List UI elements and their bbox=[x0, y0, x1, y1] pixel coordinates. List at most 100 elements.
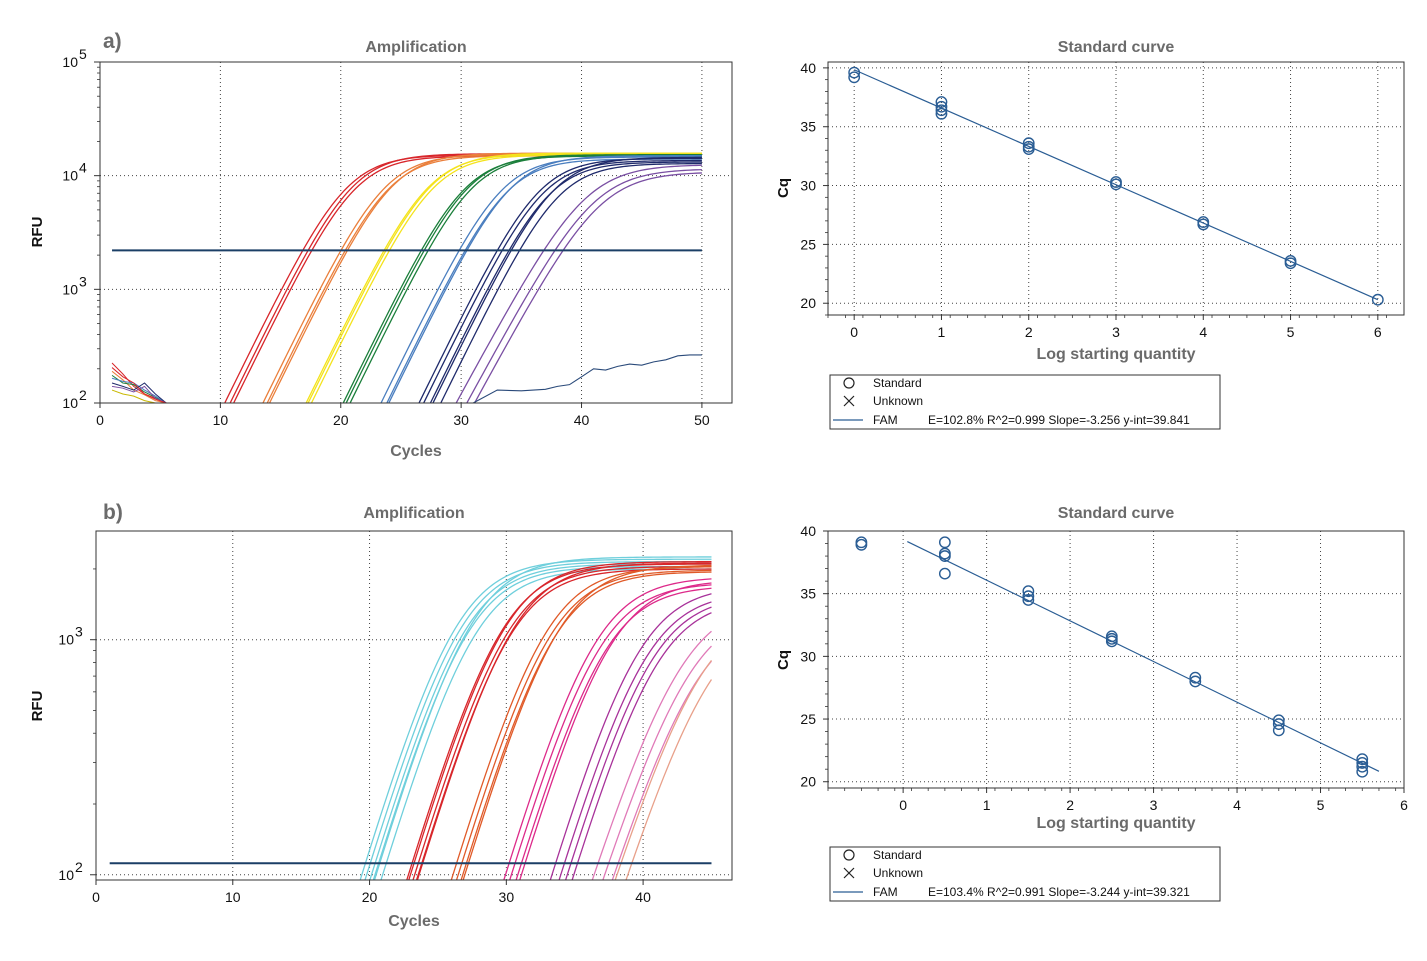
legend-box bbox=[829, 374, 1221, 430]
amplification-curve bbox=[364, 560, 712, 880]
a-amp-curves bbox=[111, 152, 702, 403]
standard-point bbox=[1110, 178, 1122, 191]
y-tick-label: 35 bbox=[800, 119, 816, 135]
x-tick-label: 6 bbox=[1374, 324, 1382, 340]
standard-point bbox=[855, 536, 868, 549]
standard-point bbox=[1197, 218, 1210, 231]
y-tick-label: 25 bbox=[800, 236, 816, 252]
standard-point bbox=[1272, 718, 1285, 730]
standard-point bbox=[935, 107, 948, 120]
a-std-legend: Standard Unknown FAM E=102.8% R^2=0.999 Slo… bbox=[829, 374, 1221, 430]
b-std-panel: Standard curve Log starting quantity Cq 0 1 2… bbox=[775, 505, 1408, 832]
amplification-curve bbox=[450, 566, 712, 880]
legend-fam-stats: E=102.8% R^2=0.999 Slope=-3.256 y-int=39… bbox=[928, 413, 1190, 427]
x-tick-label: 4 bbox=[1233, 797, 1241, 813]
amplification-curve bbox=[571, 612, 712, 880]
amplification-curve bbox=[509, 584, 712, 880]
standard-point bbox=[1284, 257, 1297, 270]
amplification-curve bbox=[602, 645, 712, 880]
x-tick-label: 0 bbox=[96, 412, 104, 428]
baseline-noise-trace bbox=[111, 367, 167, 403]
x-tick-label: 3 bbox=[1150, 797, 1158, 813]
amplification-curve bbox=[359, 558, 712, 880]
panel-letter: b) bbox=[103, 501, 123, 524]
x-tick-label: 1 bbox=[938, 324, 946, 340]
x-tick-label: 40 bbox=[574, 412, 590, 428]
amplification-curve bbox=[229, 153, 702, 403]
baseline-noise-trace bbox=[111, 382, 167, 403]
standard-point bbox=[855, 538, 868, 551]
standard-curve-fit-line bbox=[907, 541, 1380, 772]
y-tick-label: 10 bbox=[62, 54, 78, 70]
amplification-curve bbox=[310, 154, 702, 403]
amplification-curve bbox=[429, 161, 702, 403]
amplification-curve bbox=[262, 153, 702, 403]
legend-unknown-marker bbox=[843, 867, 855, 879]
standard-point bbox=[935, 100, 948, 113]
x-tick-label: 20 bbox=[362, 889, 378, 905]
amplification-curve bbox=[432, 156, 702, 403]
amplification-curve bbox=[440, 162, 702, 403]
standard-point bbox=[938, 536, 951, 549]
a-amp-plot-frame bbox=[99, 61, 733, 404]
standard-point bbox=[1356, 765, 1369, 778]
amplification-curve bbox=[408, 561, 712, 880]
a-std-plot-frame bbox=[827, 61, 1405, 316]
baseline-noise-trace bbox=[111, 362, 167, 403]
legend-fam-stats: E=103.4% R^2=0.991 Slope=-3.244 y-int=39… bbox=[928, 885, 1190, 899]
b-amp-plot-frame bbox=[95, 530, 733, 881]
legend-unknown-marker bbox=[843, 395, 855, 407]
amplification-curve bbox=[422, 159, 702, 403]
x-tick-label: 0 bbox=[899, 797, 907, 813]
amplification-curve bbox=[416, 562, 712, 880]
amplification-curve bbox=[418, 157, 702, 403]
legend-standard-label: Standard bbox=[873, 376, 922, 390]
amplification-curve bbox=[564, 606, 712, 880]
amplification-curve bbox=[369, 563, 712, 880]
x-tick-label: 0 bbox=[850, 324, 858, 340]
x-tick-label: 30 bbox=[453, 412, 469, 428]
x-axis-label: Log starting quantity bbox=[1036, 815, 1195, 832]
legend-unknown-label: Unknown bbox=[873, 394, 923, 408]
amplification-curve bbox=[307, 152, 702, 403]
amplification-curve bbox=[558, 601, 712, 880]
standard-point bbox=[1022, 590, 1035, 603]
y-tick-label: 10 bbox=[62, 168, 78, 184]
amplification-curve bbox=[515, 587, 712, 880]
x-tick-label: 4 bbox=[1199, 324, 1207, 340]
x-tick-label: 5 bbox=[1317, 797, 1325, 813]
panel-title: Standard curve bbox=[1058, 505, 1175, 522]
y-tick-exponent: 5 bbox=[79, 46, 87, 62]
x-tick-label: 1 bbox=[983, 797, 991, 813]
standard-point bbox=[1356, 757, 1369, 769]
y-tick-label: 10 bbox=[58, 632, 74, 648]
y-tick-label: 20 bbox=[800, 774, 816, 790]
standard-point bbox=[1272, 724, 1285, 737]
legend-box bbox=[829, 846, 1221, 902]
y-tick-base: 10 bbox=[62, 281, 78, 297]
x-tick-label: 10 bbox=[213, 412, 229, 428]
x-tick-label: 30 bbox=[499, 889, 515, 905]
amplification-curve bbox=[549, 593, 712, 880]
y-tick-base: 10 bbox=[62, 168, 78, 184]
amplification-curve bbox=[342, 155, 702, 403]
amplification-curve bbox=[380, 156, 702, 403]
late-amplification-trace bbox=[472, 354, 702, 403]
x-tick-label: 5 bbox=[1287, 324, 1295, 340]
legend-standard-label: Standard bbox=[873, 848, 922, 862]
y-tick-exponent: 3 bbox=[79, 273, 87, 289]
standard-point bbox=[1371, 293, 1384, 306]
x-tick-label: 10 bbox=[225, 889, 241, 905]
y-tick-base: 10 bbox=[58, 632, 74, 648]
panel-title: Amplification bbox=[363, 505, 464, 522]
baseline-noise-trace bbox=[111, 389, 167, 403]
panel-title: Standard curve bbox=[1058, 39, 1175, 56]
y-tick-exponent: 2 bbox=[79, 387, 87, 403]
standard-point bbox=[1356, 753, 1369, 766]
y-tick-label: 30 bbox=[800, 648, 816, 664]
x-tick-label: 0 bbox=[92, 889, 100, 905]
amplification-curve bbox=[380, 568, 712, 880]
